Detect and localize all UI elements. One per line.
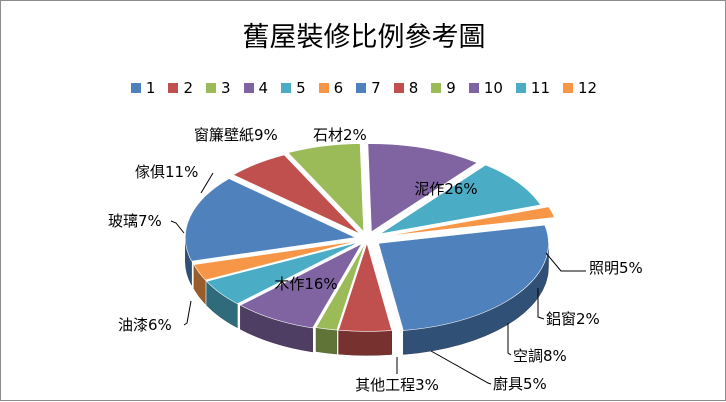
legend-label: 8	[408, 79, 419, 97]
legend-item: 7	[356, 79, 381, 97]
legend-label: 2	[183, 79, 193, 97]
legend: 1 2 3 4 5 6 7 8 9 10 11 12	[1, 79, 726, 97]
legend-label: 3	[220, 79, 231, 97]
data-label: 空調8%	[513, 347, 567, 365]
data-label: 傢俱11%	[135, 163, 198, 181]
leader-line	[170, 220, 185, 234]
legend-swatch	[281, 83, 292, 93]
pie-slice	[378, 224, 549, 331]
legend-swatch	[356, 83, 367, 93]
legend-item: 5	[281, 79, 306, 97]
legend-label: 7	[371, 79, 381, 97]
leader-line	[430, 350, 492, 385]
pie-slice	[232, 154, 360, 235]
pie-slice	[379, 164, 542, 235]
pie-slice	[193, 240, 358, 281]
legend-swatch	[243, 83, 254, 93]
legend-item: 3	[205, 79, 231, 97]
legend-label: 5	[296, 79, 306, 97]
pie-slice	[206, 241, 359, 305]
legend-item: 4	[243, 79, 269, 97]
legend-item: 6	[318, 79, 344, 97]
legend-label: 9	[446, 79, 456, 97]
pie-slice	[239, 242, 363, 329]
data-label: 泥作26%	[414, 180, 477, 198]
pie-slice	[367, 143, 478, 233]
legend-swatch	[563, 83, 573, 93]
legend-item: 11	[515, 79, 550, 97]
pie-slice-side	[338, 329, 392, 356]
pie-slice	[338, 242, 393, 332]
data-label: 其他工程3%	[355, 376, 439, 394]
leader-line	[507, 323, 512, 356]
chart-title: 舊屋裝修比例參考圖	[242, 22, 486, 53]
legend-item: 2	[168, 79, 193, 97]
legend-label: 4	[258, 79, 269, 97]
legend-swatch	[393, 83, 404, 93]
legend-swatch	[318, 83, 329, 93]
legend-swatch	[468, 83, 479, 93]
data-label: 玻璃7%	[108, 212, 162, 230]
legend-item: 12	[563, 79, 597, 97]
leader-line	[537, 288, 545, 320]
leader-line	[200, 172, 214, 194]
pie-slice	[185, 178, 357, 262]
pie-slice	[388, 206, 555, 237]
data-label: 油漆6%	[118, 316, 172, 334]
data-label: 窗簾壁紙9%	[194, 126, 278, 144]
pie-slice	[287, 143, 364, 233]
legend-item: 9	[431, 79, 456, 97]
legend-label: 12	[578, 79, 598, 97]
data-label: 鋁窗2%	[546, 310, 600, 328]
legend-label: 11	[530, 79, 550, 97]
legend-swatch	[205, 83, 216, 93]
data-label: 木作16%	[274, 275, 337, 293]
data-label: 石材2%	[313, 126, 367, 144]
data-label: 廚具5%	[493, 375, 547, 393]
legend-item: 1	[130, 79, 156, 97]
legend-label: 10	[483, 79, 503, 97]
pie-slice	[315, 243, 366, 331]
legend-swatch	[515, 83, 526, 93]
legend-label: 1	[145, 79, 156, 97]
pie-slice-side	[315, 327, 338, 355]
leader-line	[183, 300, 192, 326]
data-label: 照明5%	[589, 259, 643, 277]
legend-swatch	[168, 83, 179, 93]
legend-item: 10	[468, 79, 503, 97]
legend-item: 8	[393, 79, 419, 97]
legend-label: 6	[333, 79, 344, 97]
legend-swatch	[130, 83, 141, 93]
legend-swatch	[431, 83, 442, 93]
leader-line	[545, 252, 586, 272]
